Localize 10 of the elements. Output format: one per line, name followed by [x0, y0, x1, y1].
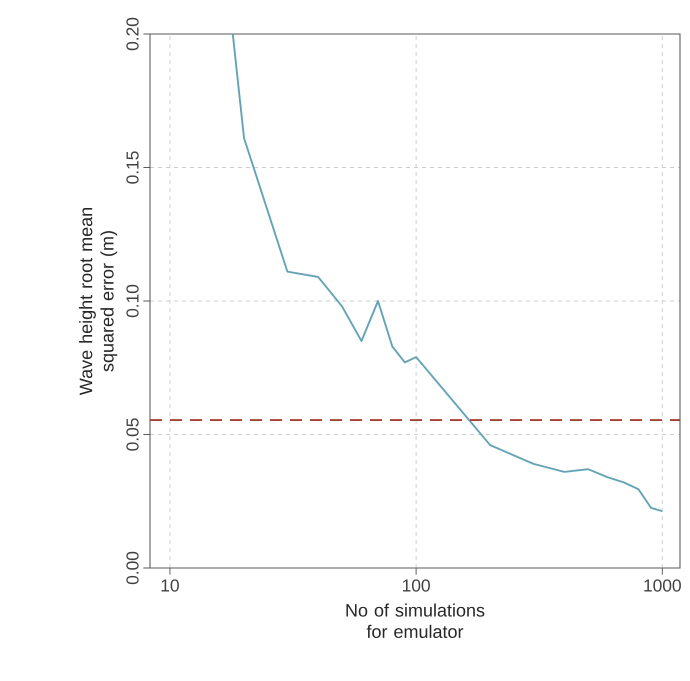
- y-tick-label: 0.15: [126, 151, 139, 184]
- x-axis-title: No of simulations for emulator: [346, 603, 484, 638]
- y-tick-label: 0.10: [126, 284, 139, 318]
- x-tick-label: 100: [402, 579, 430, 592]
- y-axis-title: Wave height root mean squared error (m): [79, 208, 118, 396]
- y-tick-label: 0.00: [126, 552, 139, 584]
- y-tick-label: 0.20: [126, 18, 139, 50]
- x-tick-label: 10: [162, 579, 179, 592]
- y-tick-label: 0.05: [126, 418, 139, 451]
- x-tick-label: 1000: [644, 579, 681, 592]
